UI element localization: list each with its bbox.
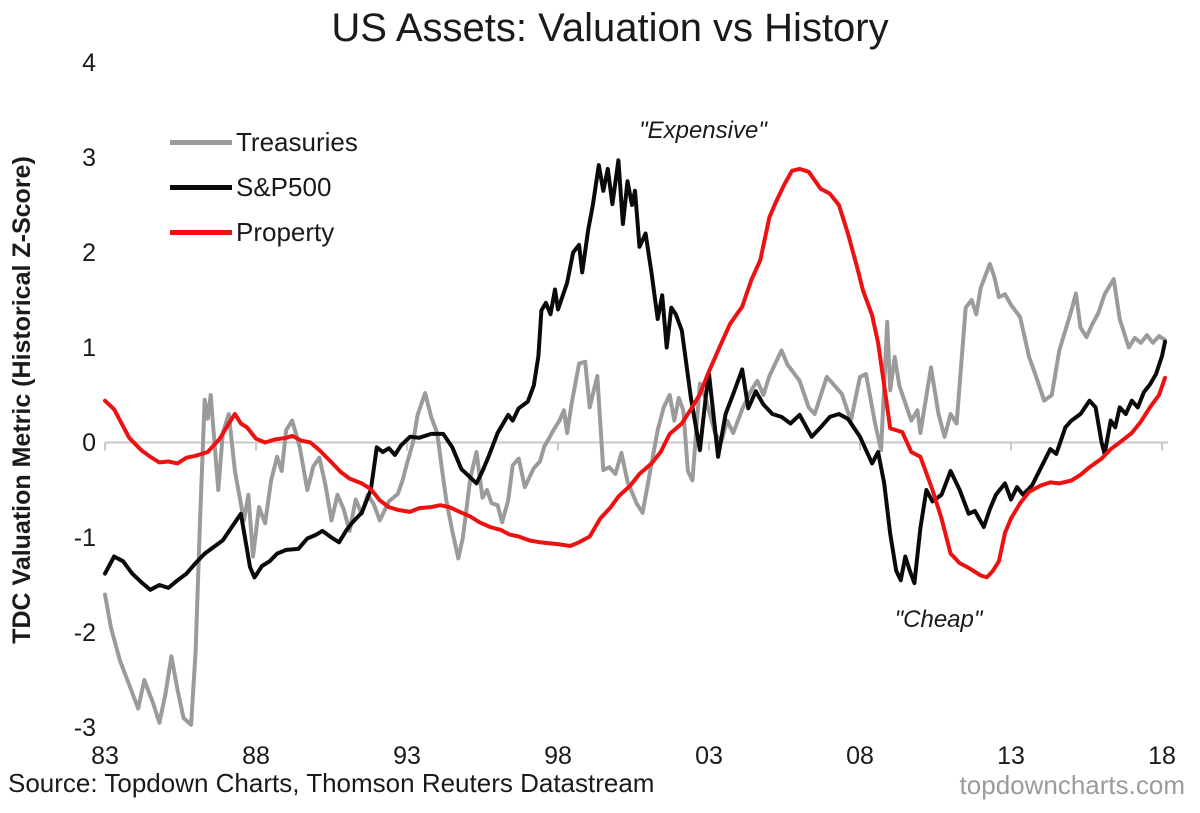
y-tick-label-1: 1	[82, 333, 96, 362]
y-axis-title: TDC Valuation Metric (Historical Z-Score…	[8, 156, 36, 644]
annotation-expensive: "Expensive"	[639, 116, 767, 144]
watermark: topdowncharts.com	[959, 770, 1185, 800]
legend: Treasuries S&P500 Property	[170, 120, 358, 255]
y-tick-label-0: 0	[82, 428, 96, 457]
legend-label-treasuries: Treasuries	[236, 127, 358, 157]
x-tick-label-83: 83	[91, 742, 119, 770]
y-tick-label-3: 3	[82, 143, 96, 172]
x-tick-label-18: 18	[1148, 742, 1176, 770]
legend-swatch-sp500-icon	[170, 185, 232, 190]
x-tick-label-93: 93	[393, 742, 421, 770]
legend-item-treasuries: Treasuries	[170, 120, 358, 165]
y-tick-label--2: -2	[73, 618, 96, 647]
y-tick-label-4: 4	[82, 48, 96, 77]
legend-swatch-property-icon	[170, 230, 232, 235]
y-tick-label--3: -3	[73, 713, 96, 742]
source-note: Source: Topdown Charts, Thomson Reuters …	[8, 768, 655, 798]
x-tick-label-88: 88	[242, 742, 270, 770]
legend-label-sp500: S&P500	[236, 172, 332, 202]
x-tick-label-03: 03	[695, 742, 723, 770]
series-line-treasuries	[103, 261, 1167, 727]
y-tick-label-2: 2	[82, 238, 96, 267]
legend-item-property: Property	[170, 210, 358, 255]
annotation-cheap: "Cheap"	[894, 606, 983, 634]
legend-label-property: Property	[236, 217, 335, 247]
series-line-property	[103, 166, 1167, 580]
x-tick-label-13: 13	[997, 742, 1025, 770]
x-tick-label-08: 08	[846, 742, 874, 770]
series-line-sp500	[103, 158, 1167, 592]
legend-item-sp500: S&P500	[170, 165, 358, 210]
page-title: US Assets: Valuation vs History	[331, 6, 889, 50]
y-tick-label--1: -1	[73, 523, 96, 552]
x-tick-label-98: 98	[544, 742, 572, 770]
legend-swatch-treasuries-icon	[170, 140, 232, 145]
